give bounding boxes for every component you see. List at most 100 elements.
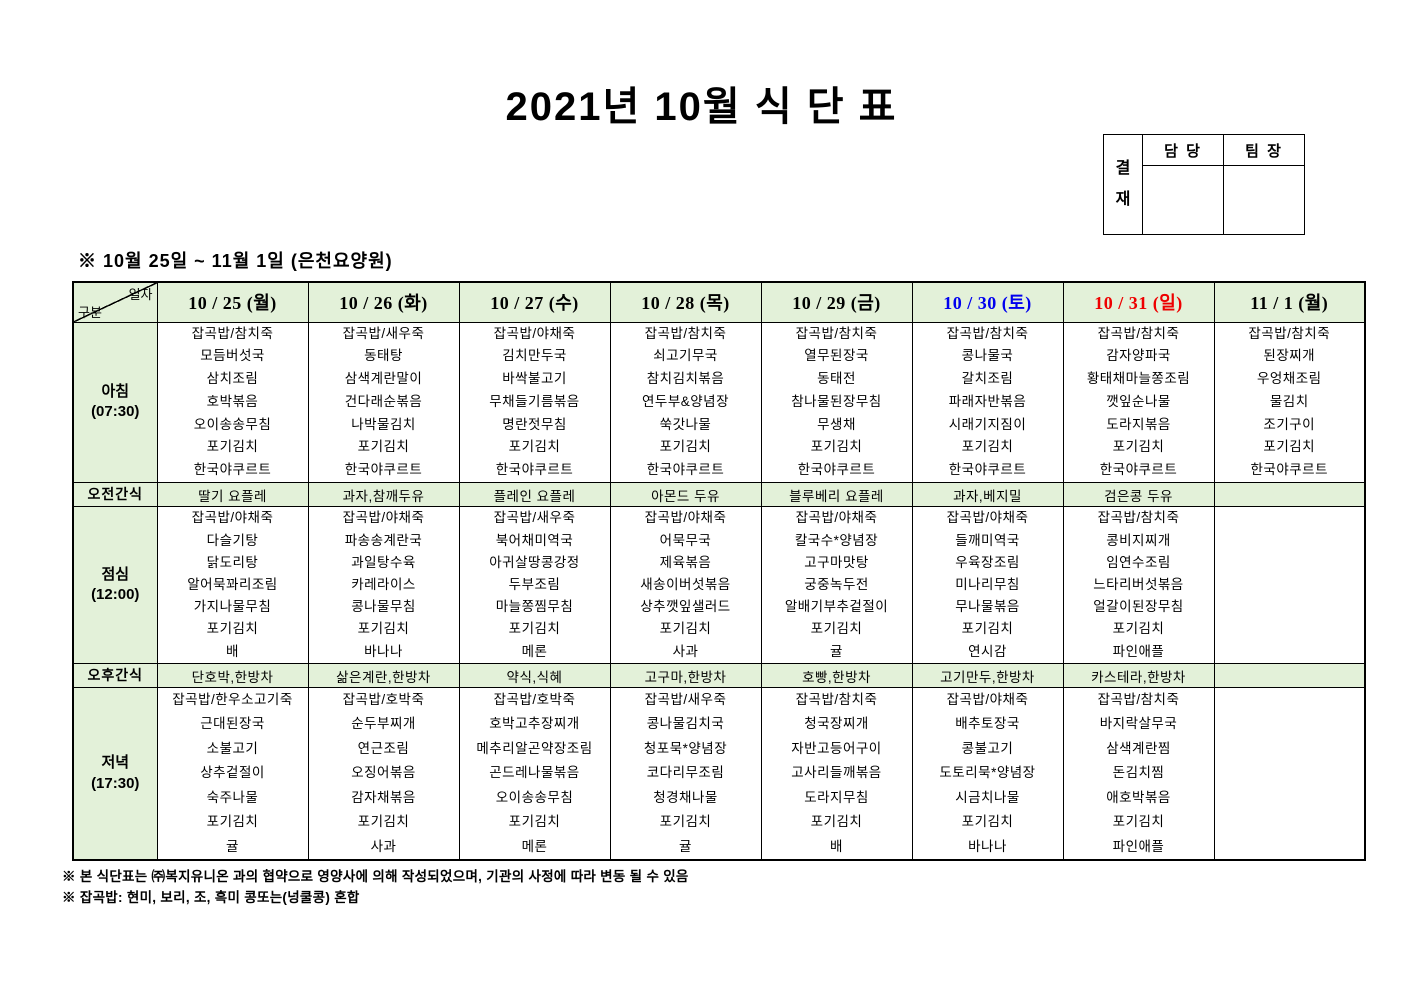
menu-table: 일자 구분 10 / 25 (월) 10 / 26 (화) 10 / 27 (수… [72, 281, 1366, 861]
menu-item: 시금치나물 [955, 789, 1020, 805]
menu-item: 포기김치 [357, 439, 410, 455]
afternoon-snack-cell: 삶은계란,한방차 [307, 663, 460, 689]
approval-columns: 담 당 팀 장 [1143, 135, 1304, 234]
breakfast-cell: 잡곡밥/참치죽 콩나물국 갈치조림 파래자반볶음 시래기지짐이 포기김치 한국야쿠르트 [911, 321, 1064, 484]
menu-item: 쇠고기무국 [653, 348, 718, 364]
menu-item: 잡곡밥/호박죽 [342, 692, 425, 708]
menu-item: 한국야쿠르트 [1250, 462, 1329, 478]
menu-item: 소불고기 [206, 740, 259, 756]
menu-item: 포기김치 [206, 439, 259, 455]
date-header-nextmon: 11 / 1 (월) [1213, 281, 1366, 323]
menu-item: 파인애플 [1112, 643, 1165, 659]
menu-item: 참나물된장무침 [791, 393, 882, 409]
menu-item: 파인애플 [1112, 838, 1165, 854]
afternoon-snack-cell [1213, 663, 1366, 689]
afternoon-snack-cell: 약식,식혜 [458, 663, 611, 689]
week-range-subtitle: ※ 10월 25일 ~ 11월 1일 (은천요양원) [78, 251, 393, 271]
row-label-afternoon-snack: 오후간식 [72, 663, 158, 689]
menu-item: 황태채마늘쫑조림 [1086, 371, 1191, 387]
menu-item: 무채들기름볶음 [489, 393, 580, 409]
menu-item: 마늘쫑찜무침 [495, 599, 574, 615]
menu-item: 느타리버섯볶음 [1093, 576, 1184, 592]
menu-item: 동태탕 [364, 348, 403, 364]
menu-item: 고구마맛탕 [804, 554, 869, 570]
approval-signature-row [1143, 166, 1304, 234]
menu-item: 근대된장국 [200, 716, 265, 732]
menu-item: 알배기부추겉절이 [784, 599, 889, 615]
menu-item: 돈김치찜 [1112, 765, 1165, 781]
menu-item: 호박볶음 [206, 393, 259, 409]
menu-item: 상추깻잎샐러드 [640, 599, 731, 615]
menu-item: 코다리무조림 [646, 765, 725, 781]
menu-item: 숙주나물 [206, 789, 259, 805]
menu-item: 미나리무침 [955, 576, 1020, 592]
menu-item: 잡곡밥/참치죽 [946, 325, 1029, 341]
date-header-sat: 10 / 30 (토) [911, 281, 1064, 323]
menu-item: 메론 [521, 643, 548, 659]
menu-item: 포기김치 [961, 814, 1014, 830]
menu-item: 무생채 [817, 416, 856, 432]
lunch-cell: 잡곡밥/야채죽 들깨미역국 우육장조림 미나리무침 무나물볶음 포기김치 연시감 [911, 506, 1064, 665]
breakfast-cell: 잡곡밥/야채죽 김치만두국 바싹불고기 무채들기름볶음 명란젓무침 포기김치 한국야쿠르트 [458, 321, 611, 484]
approval-manager-signature-cell [1143, 166, 1224, 234]
menu-item: 잡곡밥/야채죽 [946, 510, 1029, 526]
menu-item: 포기김치 [659, 621, 712, 637]
menu-item: 한국야쿠르트 [797, 462, 876, 478]
menu-item: 자반고등어구이 [791, 740, 882, 756]
lunch-cell: 잡곡밥/새우죽 북어채미역국 아귀살땅콩강정 두부조림 마늘쫑찜무침 포기김치 메론 [458, 506, 611, 665]
menu-item: 콩나물김치국 [646, 716, 725, 732]
menu-item: 깻잎순나물 [1106, 393, 1171, 409]
menu-item: 잡곡밥/야채죽 [795, 510, 878, 526]
menu-item: 잡곡밥/참치죽 [191, 325, 274, 341]
lunch-cell: 잡곡밥/야채죽 다슬기탕 닭도리탕 알어묵꽈리조림 가지나물무침 포기김치 배 [156, 506, 309, 665]
menu-item: 감자양파국 [1106, 348, 1171, 364]
lunch-cell: 잡곡밥/야채죽 칼국수*양념장 고구마맛탕 궁중녹두전 알배기부추겉절이 포기김치 귤 [760, 506, 913, 665]
date-header-wed: 10 / 27 (수) [458, 281, 611, 323]
menu-item: 잡곡밥/참치죽 [795, 325, 878, 341]
afternoon-snack-cell: 카스테라,한방차 [1062, 663, 1215, 689]
menu-item: 포기김치 [1263, 439, 1316, 455]
breakfast-cell: 잡곡밥/참치죽 된장찌개 우엉채조림 물김치 조기구이 포기김치 한국야쿠르트 [1213, 321, 1366, 484]
lunch-cell: 잡곡밥/야채죽 파송송계란국 과일탕수육 카레라이스 콩나물무침 포기김치 바나나 [307, 506, 460, 665]
menu-item: 갈치조림 [961, 371, 1014, 387]
menu-item: 바지락살무국 [1099, 716, 1178, 732]
menu-item: 잡곡밥/야채죽 [946, 692, 1029, 708]
date-header-tue: 10 / 26 (화) [307, 281, 460, 323]
menu-item: 오징어볶음 [351, 765, 416, 781]
menu-item: 오이송송무침 [495, 789, 574, 805]
menu-item: 물김치 [1269, 393, 1309, 409]
menu-item: 귤 [226, 838, 239, 854]
menu-item: 궁중녹두전 [804, 576, 869, 592]
menu-item: 두부조림 [508, 576, 561, 592]
approval-teamlead-label: 팀 장 [1245, 142, 1283, 160]
menu-item: 닭도리탕 [206, 554, 259, 570]
menu-item: 잡곡밥/새우죽 [342, 325, 425, 341]
menu-item: 잡곡밥/야채죽 [342, 510, 425, 526]
row-label-dinner: 저녁 (17:30) [72, 687, 158, 861]
afternoon-snack-cell: 호빵,한방차 [760, 663, 913, 689]
menu-item: 포기김치 [659, 814, 712, 830]
footnotes: ※ 본 식단표는 ㈜복지유니온 과의 협약으로 영양사에 의해 작성되었으며, … [62, 866, 689, 908]
menu-item: 쑥갓나물 [659, 416, 712, 432]
morning-snack-cell: 플레인 요플레 [458, 482, 611, 508]
menu-item: 포기김치 [508, 621, 561, 637]
lunch-cell [1213, 506, 1366, 665]
menu-item: 잡곡밥/참치죽 [1248, 325, 1331, 341]
afternoon-snack-cell: 고구마,한방차 [609, 663, 762, 689]
menu-item: 건다래순볶음 [344, 393, 423, 409]
menu-item: 잡곡밥/야채죽 [493, 325, 576, 341]
menu-item: 고사리들깨볶음 [791, 765, 882, 781]
menu-item: 콩비지찌개 [1106, 532, 1171, 548]
footnote-line: ※ 본 식단표는 ㈜복지유니온 과의 협약으로 영양사에 의해 작성되었으며, … [62, 869, 689, 884]
menu-item: 새송이버섯볶음 [640, 576, 731, 592]
menu-item: 한국야쿠르트 [193, 462, 272, 478]
menu-item: 연시감 [968, 643, 1007, 659]
menu-item: 우육장조림 [955, 554, 1020, 570]
menu-item: 칼국수*양념장 [794, 532, 879, 548]
approval-box: 결 재 담 당 팀 장 [1103, 134, 1305, 235]
menu-item: 잡곡밥/참치죽 [644, 325, 727, 341]
menu-item: 감자채볶음 [351, 789, 416, 805]
menu-item: 알어묵꽈리조림 [187, 576, 278, 592]
morning-snack-cell: 검은콩 두유 [1062, 482, 1215, 508]
menu-item: 포기김치 [1112, 439, 1165, 455]
